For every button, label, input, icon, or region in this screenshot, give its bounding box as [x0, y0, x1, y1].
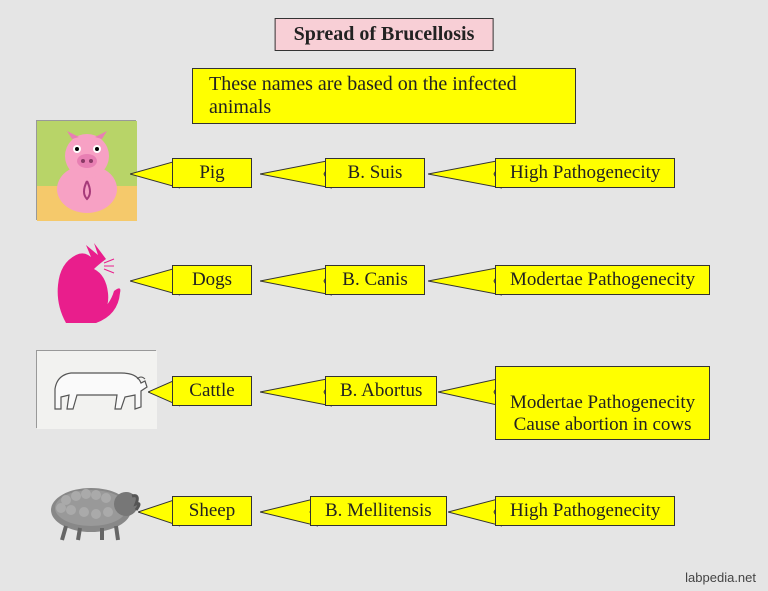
animal-box-cattle: Cattle	[172, 376, 252, 406]
connector-sheep-3	[448, 496, 502, 528]
species-box-dogs: B. Canis	[325, 265, 425, 295]
species-label: B. Canis	[342, 269, 407, 290]
title-text: Spread of Brucellosis	[294, 23, 475, 45]
connector-dogs-3	[428, 265, 502, 297]
animal-box-dogs: Dogs	[172, 265, 252, 295]
animal-label: Sheep	[189, 500, 235, 521]
connector-pig-2	[260, 158, 332, 190]
species-box-pig: B. Suis	[325, 158, 425, 188]
row-dogs: Dogs B. Canis Modertae Pathogenecity	[0, 235, 768, 335]
cattle-image	[36, 350, 156, 428]
species-box-cattle: B. Abortus	[325, 376, 437, 406]
connector-pig-3	[428, 158, 502, 190]
species-label: B. Suis	[348, 162, 403, 183]
animal-label: Pig	[199, 162, 224, 183]
pathogenicity-label: Modertae Pathogenecity Cause abortion in…	[510, 392, 695, 435]
pathogenicity-box-cattle: Modertae Pathogenecity Cause abortion in…	[495, 366, 710, 440]
animal-label: Cattle	[189, 380, 234, 401]
pathogenicity-box-sheep: High Pathogenecity	[495, 496, 675, 526]
row-sheep: Sheep B. Mellitensis High Pathogenecity	[0, 470, 768, 570]
pathogenicity-box-pig: High Pathogenecity	[495, 158, 675, 188]
connector-cattle-3	[438, 376, 502, 408]
dog-image	[36, 235, 136, 327]
title-box: Spread of Brucellosis	[275, 18, 494, 51]
row-pig: Pig B. Suis High Pathogenecity	[0, 120, 768, 220]
sheep-image	[36, 470, 146, 542]
pathogenicity-label: Modertae Pathogenecity	[510, 269, 695, 290]
subtitle-box: These names are based on the infected an…	[192, 68, 576, 124]
species-label: B. Mellitensis	[325, 500, 432, 521]
animal-box-sheep: Sheep	[172, 496, 252, 526]
species-label: B. Abortus	[340, 380, 422, 401]
animal-label: Dogs	[192, 269, 232, 290]
pathogenicity-box-dogs: Modertae Pathogenecity	[495, 265, 710, 295]
watermark-text: labpedia.net	[685, 570, 756, 585]
pathogenicity-label: High Pathogenecity	[510, 162, 660, 183]
pathogenicity-label: High Pathogenecity	[510, 500, 660, 521]
connector-dogs-2	[260, 265, 332, 297]
species-box-sheep: B. Mellitensis	[310, 496, 447, 526]
watermark: labpedia.net	[685, 570, 756, 585]
row-cattle: Cattle B. Abortus Modertae Pathogenecity…	[0, 350, 768, 450]
pig-image	[36, 120, 136, 220]
animal-box-pig: Pig	[172, 158, 252, 188]
subtitle-text: These names are based on the infected an…	[209, 73, 517, 118]
connector-cattle-2	[260, 376, 332, 408]
